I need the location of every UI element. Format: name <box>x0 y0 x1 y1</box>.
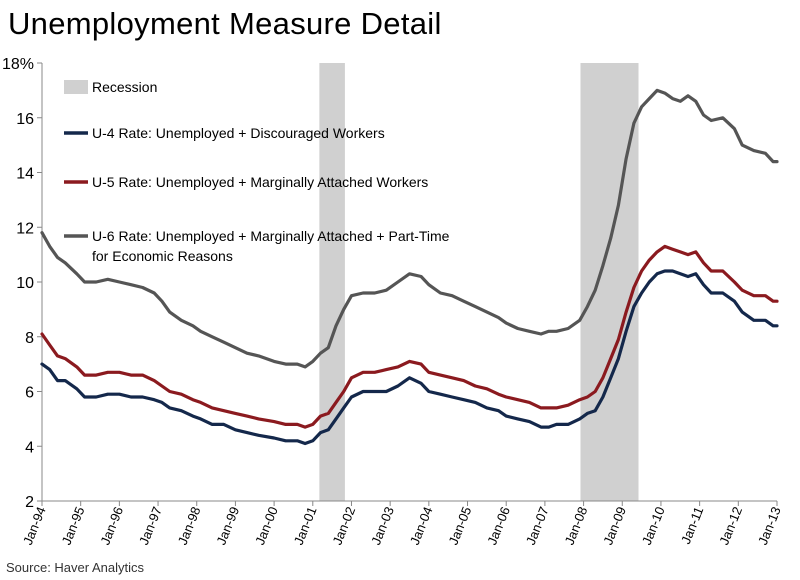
y-tick-label: 4 <box>25 439 34 456</box>
x-tick-label: Jan-01 <box>291 505 320 547</box>
x-tick-label: Jan-11 <box>678 505 706 547</box>
recession-band-1 <box>319 63 345 501</box>
x-tick-label: Jan-05 <box>446 505 475 547</box>
x-tick-label: Jan-00 <box>252 505 281 547</box>
y-tick-label: 8 <box>25 330 34 347</box>
y-tick-label: 2 <box>25 494 34 511</box>
legend-recession-label: Recession <box>92 79 157 95</box>
series-line-u6 <box>40 88 779 369</box>
x-tick-label: Jan-07 <box>523 505 552 547</box>
x-tick-label: Jan-10 <box>639 505 668 547</box>
legend-label-u4: U-4 Rate: Unemployed + Discouraged Worke… <box>92 125 385 141</box>
series-lines <box>40 88 779 446</box>
y-tick-label: 16 <box>16 111 34 128</box>
recession-bands <box>319 63 639 501</box>
x-tick-label: Jan-03 <box>368 505 397 547</box>
x-tick-label: Jan-99 <box>213 505 242 547</box>
legend-recession-swatch <box>64 80 88 94</box>
x-tick-label: Jan-09 <box>600 505 629 547</box>
x-tick-label: Jan-04 <box>407 505 436 547</box>
x-tick-label: Jan-96 <box>97 505 126 547</box>
x-tick-label: Jan-97 <box>136 505 165 547</box>
x-tick-label: Jan-08 <box>562 505 591 547</box>
recession-band-2 <box>580 63 639 501</box>
legend: Recession U-4 Rate: Unemployed + Discoura… <box>64 79 450 264</box>
y-tick-label: 12 <box>16 220 34 237</box>
y-tick-label: 10 <box>16 275 34 292</box>
page-title: Unemployment Measure Detail <box>8 6 442 41</box>
x-tick-label: Jan-12 <box>716 505 745 547</box>
source-note: Source: Haver Analytics <box>6 560 145 575</box>
y-tick-label: 18% <box>2 56 34 73</box>
legend-label-u6: U-6 Rate: Unemployed + Marginally Attach… <box>92 228 450 244</box>
legend-label-u5: U-5 Rate: Unemployed + Marginally Attach… <box>92 174 428 190</box>
y-tick-label: 14 <box>16 166 34 183</box>
legend-label-u6-line2: for Economic Reasons <box>92 248 233 264</box>
series-line-u4 <box>40 269 779 446</box>
x-tick-label: Jan-13 <box>755 505 784 547</box>
y-tick-label: 6 <box>25 385 34 402</box>
x-tick-label: Jan-06 <box>484 505 513 547</box>
x-tick-label: Jan-95 <box>59 505 88 547</box>
series-line-u5 <box>40 244 779 429</box>
x-tick-label: Jan-02 <box>329 505 358 547</box>
x-tick-label: Jan-98 <box>175 505 204 547</box>
